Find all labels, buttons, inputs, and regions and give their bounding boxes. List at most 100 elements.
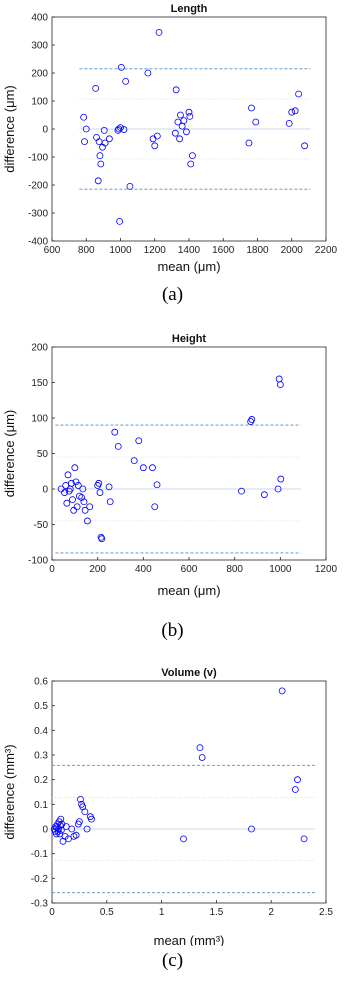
data-point: [245, 139, 253, 147]
data-point: [68, 825, 76, 833]
data-point: [126, 182, 134, 190]
data-point: [185, 108, 193, 116]
data-point: [57, 485, 65, 493]
data-point: [70, 506, 78, 514]
x-tick-label: 400: [135, 564, 152, 575]
x-tick-label: 1200: [315, 564, 338, 575]
data-point: [276, 381, 284, 389]
y-tick-label: 0.3: [34, 751, 48, 762]
data-point: [96, 152, 104, 160]
data-point: [178, 122, 186, 130]
data-point: [83, 825, 91, 833]
height-plot: 0 200 400 600 800 1000 1200 -100 -50 0 50 100 150 200…: [2, 333, 338, 598]
data-point: [278, 687, 286, 695]
y-tick-label: 0.5: [34, 701, 48, 712]
y-tick-label: -300: [28, 209, 48, 220]
y-axis-label: difference (μm): [2, 85, 17, 172]
x-tick-label: 1.5: [209, 907, 223, 918]
data-point: [177, 111, 184, 119]
y-tick-label: 0: [42, 485, 48, 496]
x-tick-label: 0.5: [100, 907, 114, 918]
data-point: [72, 478, 80, 486]
x-tick-label: 0: [49, 564, 55, 575]
data-point: [122, 78, 130, 85]
y-tick-label: -0.1: [31, 849, 49, 860]
axes-box: [51, 680, 327, 904]
data-point: [97, 160, 105, 168]
data-point: [72, 831, 80, 839]
y-tick-label: 200: [31, 343, 48, 354]
y-tick-label: 200: [31, 69, 48, 80]
x-tick-label: 600: [44, 245, 61, 256]
x-tick-label: 1800: [246, 245, 269, 256]
data-point: [120, 126, 128, 133]
y-axis-label: difference (μm): [2, 410, 17, 497]
plot-title: Volume (v): [161, 667, 217, 679]
data-point: [92, 85, 100, 92]
data-point: [198, 754, 206, 761]
data-point: [139, 464, 147, 472]
data-point: [260, 491, 268, 499]
length-plot: 600 800 1000 1200 1400 1600 1800 2000 2200-400-3…: [2, 3, 338, 274]
data-point: [80, 113, 88, 121]
data-point: [76, 818, 83, 826]
x-tick-label: 1400: [178, 245, 201, 256]
data-point: [97, 533, 105, 541]
x-tick-label: 2.5: [319, 907, 333, 918]
data-point: [88, 815, 95, 823]
data-point: [300, 835, 308, 843]
data-point: [291, 107, 299, 115]
data-point: [80, 498, 88, 506]
y-tick-label: -100: [28, 556, 48, 567]
x-tick-label: 1000: [269, 564, 292, 575]
data-point: [285, 120, 293, 127]
data-point: [180, 835, 187, 843]
x-axis-label: mean (μm): [157, 259, 220, 274]
data-point: [248, 416, 256, 423]
x-tick-label: 1200: [144, 245, 167, 256]
x-tick-label: 800: [78, 245, 95, 256]
volume-plot: 0 0.5 1 1.5 2 2.5 -0.3 -0.2 -0.1 0 0.1 0.2 0.3 0.4 0.5…: [2, 667, 333, 946]
data-point: [171, 129, 179, 137]
data-point: [83, 517, 91, 525]
data-point: [105, 135, 113, 143]
data-point: [252, 118, 260, 126]
y-tick-label: 0: [42, 125, 48, 136]
y-tick-label: -100: [28, 153, 48, 164]
data-point: [295, 90, 303, 98]
x-tick-label: 1000: [109, 245, 132, 256]
plot-title: Height: [172, 333, 207, 345]
data-point: [65, 835, 72, 843]
x-tick-label: 2: [268, 907, 274, 918]
data-point: [144, 69, 152, 77]
y-tick-label: 0.2: [34, 775, 48, 786]
data-point: [101, 139, 109, 147]
y-tick-label: -400: [28, 237, 48, 248]
data-point: [135, 437, 143, 445]
caption-c: (c): [161, 950, 184, 971]
data-point: [294, 776, 301, 784]
data-point: [98, 535, 106, 543]
y-tick-label: 400: [31, 13, 48, 24]
data-point: [288, 108, 296, 116]
data-point: [196, 744, 204, 751]
data-point: [74, 482, 82, 489]
data-point: [106, 498, 114, 506]
data-point: [71, 464, 79, 472]
data-point: [248, 104, 255, 112]
x-tick-label: 600: [181, 564, 198, 575]
data-point: [117, 124, 124, 131]
x-axis-label: mean (mm³): [154, 933, 225, 946]
data-point: [77, 795, 84, 803]
data-point: [63, 499, 71, 507]
data-point: [69, 496, 76, 504]
x-tick-label: 1600: [212, 245, 235, 256]
data-point: [68, 479, 75, 487]
x-tick-label: 2200: [315, 245, 338, 256]
data-point: [155, 29, 163, 36]
data-point: [301, 142, 308, 150]
x-tick-label: 0: [49, 907, 55, 918]
data-point: [151, 503, 159, 511]
data-point: [111, 428, 119, 436]
y-tick-label: 0.6: [34, 677, 48, 688]
